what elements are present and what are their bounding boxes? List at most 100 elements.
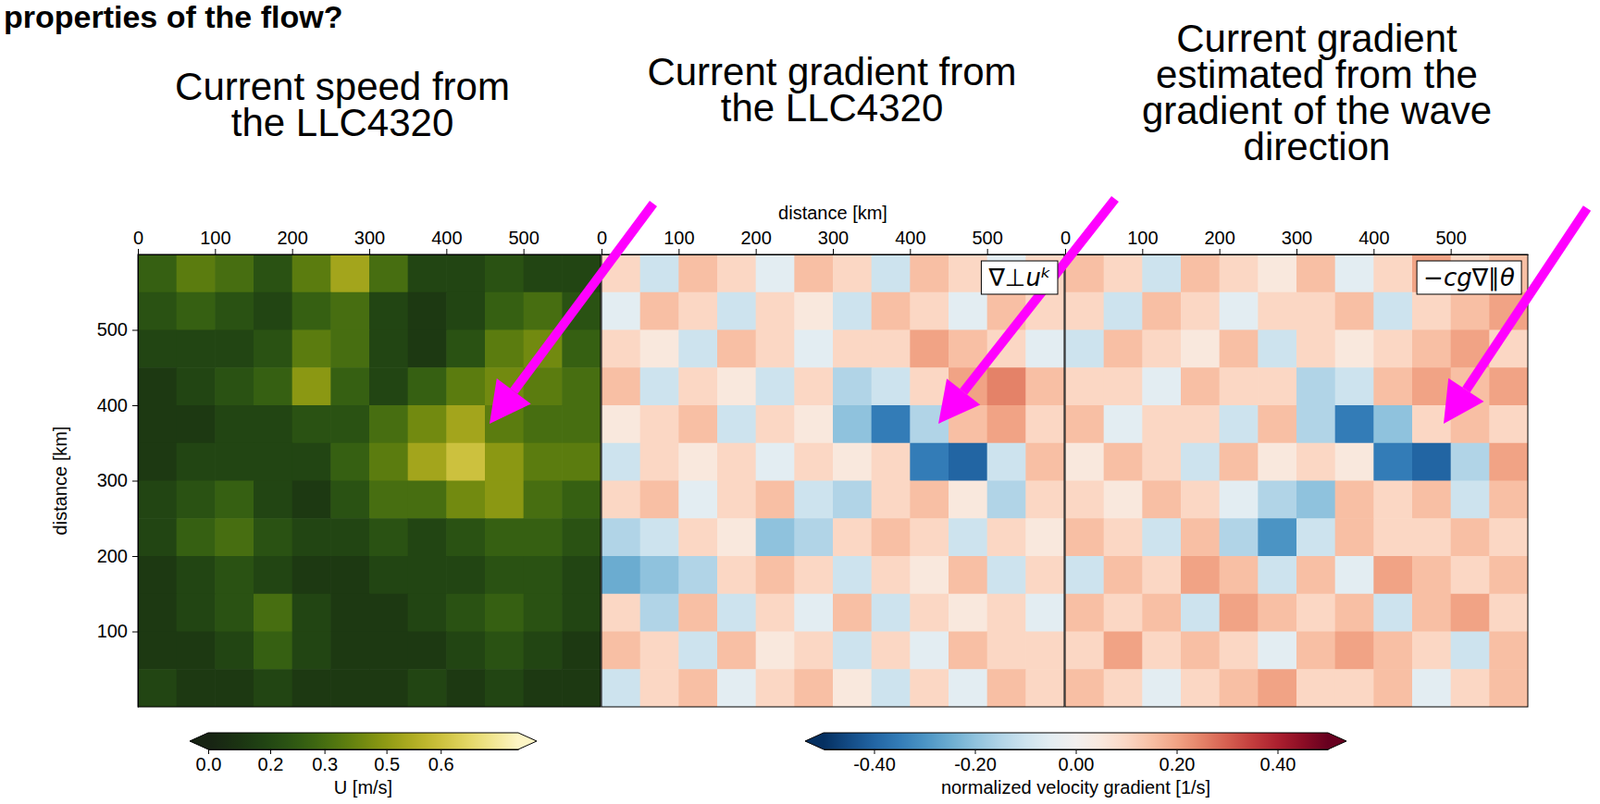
heatmap-cell	[871, 669, 911, 707]
colorbar-tick-label: 0.0	[196, 754, 223, 775]
colorbar	[805, 732, 1347, 750]
heatmap-cell	[1488, 594, 1528, 633]
heatmap-cell	[1219, 556, 1259, 595]
heatmap-cell	[1065, 632, 1104, 670]
heatmap-cells	[601, 254, 1065, 707]
heatmap-cell	[330, 330, 370, 369]
x-tick: 200	[1203, 227, 1235, 255]
heatmap-cell	[446, 518, 485, 557]
heatmap-cell	[678, 632, 718, 670]
heatmap-cell	[756, 632, 795, 670]
x-axis-line	[1066, 254, 1529, 256]
heatmap-cell	[832, 443, 872, 482]
heatmap-cell	[253, 405, 293, 444]
colorbar-ramp	[823, 732, 1328, 750]
x-axis: 0100200300400500	[596, 227, 1066, 256]
heatmap-cell	[793, 556, 833, 595]
heatmap-cell	[176, 254, 216, 293]
y-tick-label: 200	[97, 545, 128, 567]
heatmap-cell	[484, 481, 524, 520]
heatmap-cell	[832, 518, 872, 557]
heatmap-cell	[1257, 669, 1297, 707]
heatmap-cell	[871, 518, 911, 557]
heatmap-cell	[1335, 632, 1375, 670]
y-tick: 300	[97, 470, 138, 491]
heatmap-cell	[1488, 367, 1528, 406]
heatmap-cell	[523, 594, 563, 633]
heatmap-cell	[756, 594, 795, 633]
heatmap-cell	[484, 518, 524, 557]
heatmap-cell	[253, 556, 293, 595]
heatmap-cell	[253, 518, 293, 557]
heatmap-cell	[214, 594, 254, 633]
x-tick: 400	[431, 227, 462, 255]
heatmap-cell	[176, 594, 216, 633]
heatmap-cell	[369, 481, 409, 520]
heatmap-cell	[871, 367, 911, 406]
heatmap-cell	[137, 292, 177, 331]
heatmap-cell	[1257, 330, 1297, 369]
heatmap-cell	[137, 405, 177, 444]
y-tick: 200	[97, 545, 138, 567]
heatmap-cell	[987, 367, 1027, 406]
heatmap-cell	[137, 330, 177, 369]
x-axis: 0100200300400500	[133, 227, 602, 256]
heatmap-cell	[1373, 518, 1413, 557]
heatmap-cell	[987, 556, 1027, 595]
colorbar-tick-label: 0.2	[258, 754, 285, 775]
heatmap-cell	[1141, 632, 1181, 670]
heatmap-cell	[523, 443, 563, 482]
x-tick-mark	[756, 248, 757, 255]
y-tick-mark	[132, 330, 138, 332]
heatmap-cell	[292, 669, 332, 707]
heatmap-cell	[678, 669, 718, 707]
heatmap-cell	[214, 330, 254, 369]
heatmap-cell	[330, 292, 370, 331]
heatmap-cell	[1180, 594, 1220, 633]
heatmap-cell	[484, 594, 524, 633]
x-tick-label: 400	[1358, 227, 1390, 249]
heatmap-cell	[601, 518, 641, 557]
heatmap-cell	[717, 481, 757, 520]
heatmap-cells	[137, 254, 601, 707]
heatmap-cell	[176, 632, 216, 670]
x-tick: 100	[199, 227, 231, 255]
heatmap-cell	[1025, 443, 1065, 482]
arrow-shaft	[513, 203, 654, 392]
x-tick-label: 200	[1203, 227, 1235, 249]
colorbar-title: U [m/s]	[334, 777, 393, 798]
heatmap-cell	[561, 481, 601, 520]
colorbar	[189, 732, 537, 750]
heatmap-cell	[176, 443, 216, 482]
panel-title: Current gradientestimated from thegradie…	[1141, 16, 1492, 169]
colorbar-tick-label: 0.5	[373, 754, 400, 775]
heatmap-cell	[369, 330, 409, 369]
heatmap-cell	[1141, 481, 1181, 520]
heatmap-cell	[1025, 632, 1065, 670]
heatmap-cell	[523, 254, 563, 293]
figure: properties of the flow?01002003004005001…	[0, 0, 1600, 804]
heatmap-cell	[1451, 481, 1490, 520]
x-tick: 400	[1358, 227, 1390, 255]
heatmap-cell	[369, 367, 409, 406]
heatmap-cell	[909, 254, 949, 293]
heatmap-cell	[1412, 292, 1452, 331]
y-tick-label: 300	[97, 470, 128, 491]
heatmap-cell	[1335, 367, 1375, 406]
heatmap-cell	[330, 443, 370, 482]
heatmap-cell	[1451, 518, 1490, 557]
heatmap-cell	[253, 443, 293, 482]
x-tick: 500	[971, 227, 1003, 255]
heatmap-cell	[1296, 632, 1336, 670]
heatmap-cell	[214, 518, 254, 557]
heatmap-cell	[484, 556, 524, 595]
heatmap-cell	[909, 556, 949, 595]
heatmap-cell	[756, 481, 795, 520]
heatmap-cell	[832, 292, 872, 331]
colorbar-axis-line	[209, 749, 520, 751]
panel-title: Current speed fromthe LLC4320	[174, 64, 510, 145]
heatmap-cell	[717, 632, 757, 670]
panel-frame	[601, 254, 1065, 707]
heatmap-cell	[1335, 330, 1375, 369]
heatmap-cell	[832, 556, 872, 595]
